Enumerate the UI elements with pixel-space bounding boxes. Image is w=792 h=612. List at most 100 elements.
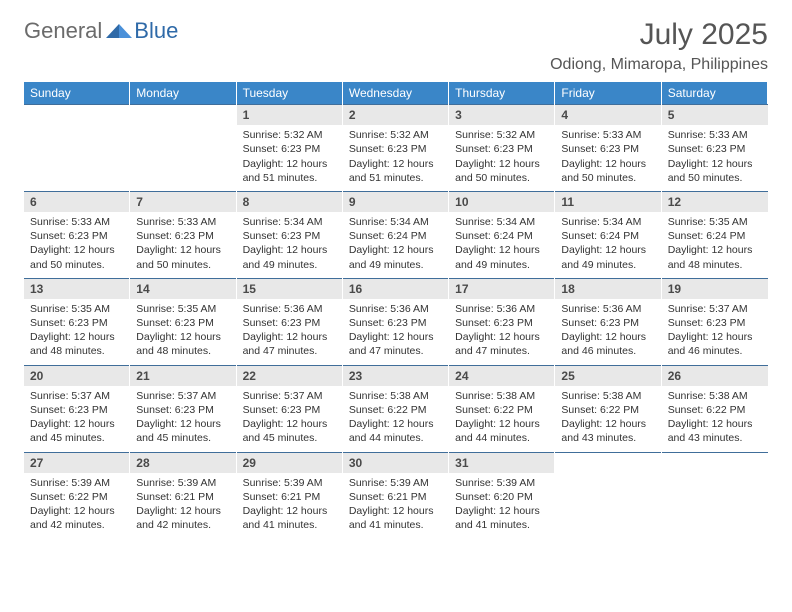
calendar-cell: 19Sunrise: 5:37 AMSunset: 6:23 PMDayligh… bbox=[662, 278, 768, 365]
daylight-line: Daylight: 12 hours and 45 minutes. bbox=[136, 417, 229, 445]
sunrise-line: Sunrise: 5:39 AM bbox=[243, 476, 336, 490]
day-number: 18 bbox=[555, 278, 660, 299]
daylight-line: Daylight: 12 hours and 42 minutes. bbox=[136, 504, 229, 532]
calendar-cell-blank bbox=[24, 104, 130, 191]
sunrise-line: Sunrise: 5:35 AM bbox=[30, 302, 123, 316]
daylight-line: Daylight: 12 hours and 44 minutes. bbox=[349, 417, 442, 445]
day-header: Monday bbox=[130, 82, 236, 104]
daylight-line: Daylight: 12 hours and 50 minutes. bbox=[455, 157, 548, 185]
day-number bbox=[130, 104, 235, 122]
sunset-line: Sunset: 6:22 PM bbox=[455, 403, 548, 417]
title-block: July 2025 Odiong, Mimaropa, Philippines bbox=[550, 18, 768, 74]
day-number bbox=[662, 452, 768, 470]
calendar-cell: 25Sunrise: 5:38 AMSunset: 6:22 PMDayligh… bbox=[555, 365, 661, 452]
sunrise-line: Sunrise: 5:32 AM bbox=[243, 128, 336, 142]
day-number: 14 bbox=[130, 278, 235, 299]
logo-icon bbox=[106, 18, 132, 44]
daylight-line: Daylight: 12 hours and 47 minutes. bbox=[243, 330, 336, 358]
day-number: 31 bbox=[449, 452, 554, 473]
sunset-line: Sunset: 6:23 PM bbox=[349, 316, 442, 330]
day-details: Sunrise: 5:38 AMSunset: 6:22 PMDaylight:… bbox=[555, 386, 660, 452]
day-details: Sunrise: 5:33 AMSunset: 6:23 PMDaylight:… bbox=[24, 212, 129, 278]
calendar-cell: 31Sunrise: 5:39 AMSunset: 6:20 PMDayligh… bbox=[449, 452, 555, 539]
sunrise-line: Sunrise: 5:36 AM bbox=[561, 302, 654, 316]
calendar-cell: 17Sunrise: 5:36 AMSunset: 6:23 PMDayligh… bbox=[449, 278, 555, 365]
daylight-line: Daylight: 12 hours and 42 minutes. bbox=[30, 504, 123, 532]
day-details: Sunrise: 5:32 AMSunset: 6:23 PMDaylight:… bbox=[449, 125, 554, 191]
calendar-cell: 4Sunrise: 5:33 AMSunset: 6:23 PMDaylight… bbox=[555, 104, 661, 191]
month-title: July 2025 bbox=[550, 18, 768, 52]
daylight-line: Daylight: 12 hours and 49 minutes. bbox=[561, 243, 654, 271]
calendar-cell: 7Sunrise: 5:33 AMSunset: 6:23 PMDaylight… bbox=[130, 191, 236, 278]
sunset-line: Sunset: 6:23 PM bbox=[455, 316, 548, 330]
day-details: Sunrise: 5:35 AMSunset: 6:23 PMDaylight:… bbox=[130, 299, 235, 365]
sunrise-line: Sunrise: 5:36 AM bbox=[349, 302, 442, 316]
day-details: Sunrise: 5:33 AMSunset: 6:23 PMDaylight:… bbox=[662, 125, 768, 191]
sunset-line: Sunset: 6:23 PM bbox=[561, 316, 654, 330]
header: General Blue July 2025 Odiong, Mimaropa,… bbox=[24, 18, 768, 74]
calendar-cell: 6Sunrise: 5:33 AMSunset: 6:23 PMDaylight… bbox=[24, 191, 130, 278]
day-number: 8 bbox=[237, 191, 342, 212]
calendar-cell: 12Sunrise: 5:35 AMSunset: 6:24 PMDayligh… bbox=[662, 191, 768, 278]
day-number: 6 bbox=[24, 191, 129, 212]
sunset-line: Sunset: 6:23 PM bbox=[668, 316, 762, 330]
day-details: Sunrise: 5:35 AMSunset: 6:23 PMDaylight:… bbox=[24, 299, 129, 365]
location: Odiong, Mimaropa, Philippines bbox=[550, 56, 768, 74]
day-number: 25 bbox=[555, 365, 660, 386]
sunset-line: Sunset: 6:22 PM bbox=[668, 403, 762, 417]
day-number: 10 bbox=[449, 191, 554, 212]
sunrise-line: Sunrise: 5:34 AM bbox=[349, 215, 442, 229]
daylight-line: Daylight: 12 hours and 46 minutes. bbox=[668, 330, 762, 358]
day-details: Sunrise: 5:34 AMSunset: 6:23 PMDaylight:… bbox=[237, 212, 342, 278]
day-number: 29 bbox=[237, 452, 342, 473]
sunrise-line: Sunrise: 5:39 AM bbox=[349, 476, 442, 490]
sunset-line: Sunset: 6:23 PM bbox=[668, 142, 762, 156]
day-number: 16 bbox=[343, 278, 448, 299]
logo: General Blue bbox=[24, 18, 178, 44]
sunset-line: Sunset: 6:23 PM bbox=[30, 403, 123, 417]
calendar-grid: SundayMondayTuesdayWednesdayThursdayFrid… bbox=[24, 82, 768, 538]
sunset-line: Sunset: 6:23 PM bbox=[243, 229, 336, 243]
daylight-line: Daylight: 12 hours and 46 minutes. bbox=[561, 330, 654, 358]
day-number: 19 bbox=[662, 278, 768, 299]
day-details: Sunrise: 5:36 AMSunset: 6:23 PMDaylight:… bbox=[237, 299, 342, 365]
day-header: Thursday bbox=[449, 82, 555, 104]
sunset-line: Sunset: 6:22 PM bbox=[561, 403, 654, 417]
daylight-line: Daylight: 12 hours and 50 minutes. bbox=[136, 243, 229, 271]
day-number: 13 bbox=[24, 278, 129, 299]
sunrise-line: Sunrise: 5:32 AM bbox=[349, 128, 442, 142]
calendar-cell: 14Sunrise: 5:35 AMSunset: 6:23 PMDayligh… bbox=[130, 278, 236, 365]
sunrise-line: Sunrise: 5:39 AM bbox=[30, 476, 123, 490]
calendar-cell: 16Sunrise: 5:36 AMSunset: 6:23 PMDayligh… bbox=[343, 278, 449, 365]
sunset-line: Sunset: 6:24 PM bbox=[455, 229, 548, 243]
day-details: Sunrise: 5:37 AMSunset: 6:23 PMDaylight:… bbox=[130, 386, 235, 452]
day-details: Sunrise: 5:39 AMSunset: 6:21 PMDaylight:… bbox=[130, 473, 235, 539]
daylight-line: Daylight: 12 hours and 45 minutes. bbox=[243, 417, 336, 445]
calendar-cell: 21Sunrise: 5:37 AMSunset: 6:23 PMDayligh… bbox=[130, 365, 236, 452]
day-header: Wednesday bbox=[343, 82, 449, 104]
calendar-cell: 13Sunrise: 5:35 AMSunset: 6:23 PMDayligh… bbox=[24, 278, 130, 365]
sunset-line: Sunset: 6:24 PM bbox=[561, 229, 654, 243]
sunset-line: Sunset: 6:23 PM bbox=[243, 316, 336, 330]
daylight-line: Daylight: 12 hours and 44 minutes. bbox=[455, 417, 548, 445]
day-details: Sunrise: 5:36 AMSunset: 6:23 PMDaylight:… bbox=[449, 299, 554, 365]
day-header: Friday bbox=[555, 82, 661, 104]
sunrise-line: Sunrise: 5:38 AM bbox=[455, 389, 548, 403]
logo-text-left: General bbox=[24, 18, 102, 44]
daylight-line: Daylight: 12 hours and 41 minutes. bbox=[243, 504, 336, 532]
day-details: Sunrise: 5:38 AMSunset: 6:22 PMDaylight:… bbox=[449, 386, 554, 452]
day-details: Sunrise: 5:35 AMSunset: 6:24 PMDaylight:… bbox=[662, 212, 768, 278]
calendar-cell: 10Sunrise: 5:34 AMSunset: 6:24 PMDayligh… bbox=[449, 191, 555, 278]
sunset-line: Sunset: 6:23 PM bbox=[136, 229, 229, 243]
day-number: 24 bbox=[449, 365, 554, 386]
sunset-line: Sunset: 6:23 PM bbox=[561, 142, 654, 156]
day-number: 12 bbox=[662, 191, 768, 212]
calendar-cell: 27Sunrise: 5:39 AMSunset: 6:22 PMDayligh… bbox=[24, 452, 130, 539]
sunset-line: Sunset: 6:23 PM bbox=[30, 316, 123, 330]
day-number: 3 bbox=[449, 104, 554, 125]
daylight-line: Daylight: 12 hours and 48 minutes. bbox=[30, 330, 123, 358]
day-number: 27 bbox=[24, 452, 129, 473]
daylight-line: Daylight: 12 hours and 51 minutes. bbox=[349, 157, 442, 185]
day-details: Sunrise: 5:34 AMSunset: 6:24 PMDaylight:… bbox=[555, 212, 660, 278]
day-details: Sunrise: 5:39 AMSunset: 6:21 PMDaylight:… bbox=[237, 473, 342, 539]
